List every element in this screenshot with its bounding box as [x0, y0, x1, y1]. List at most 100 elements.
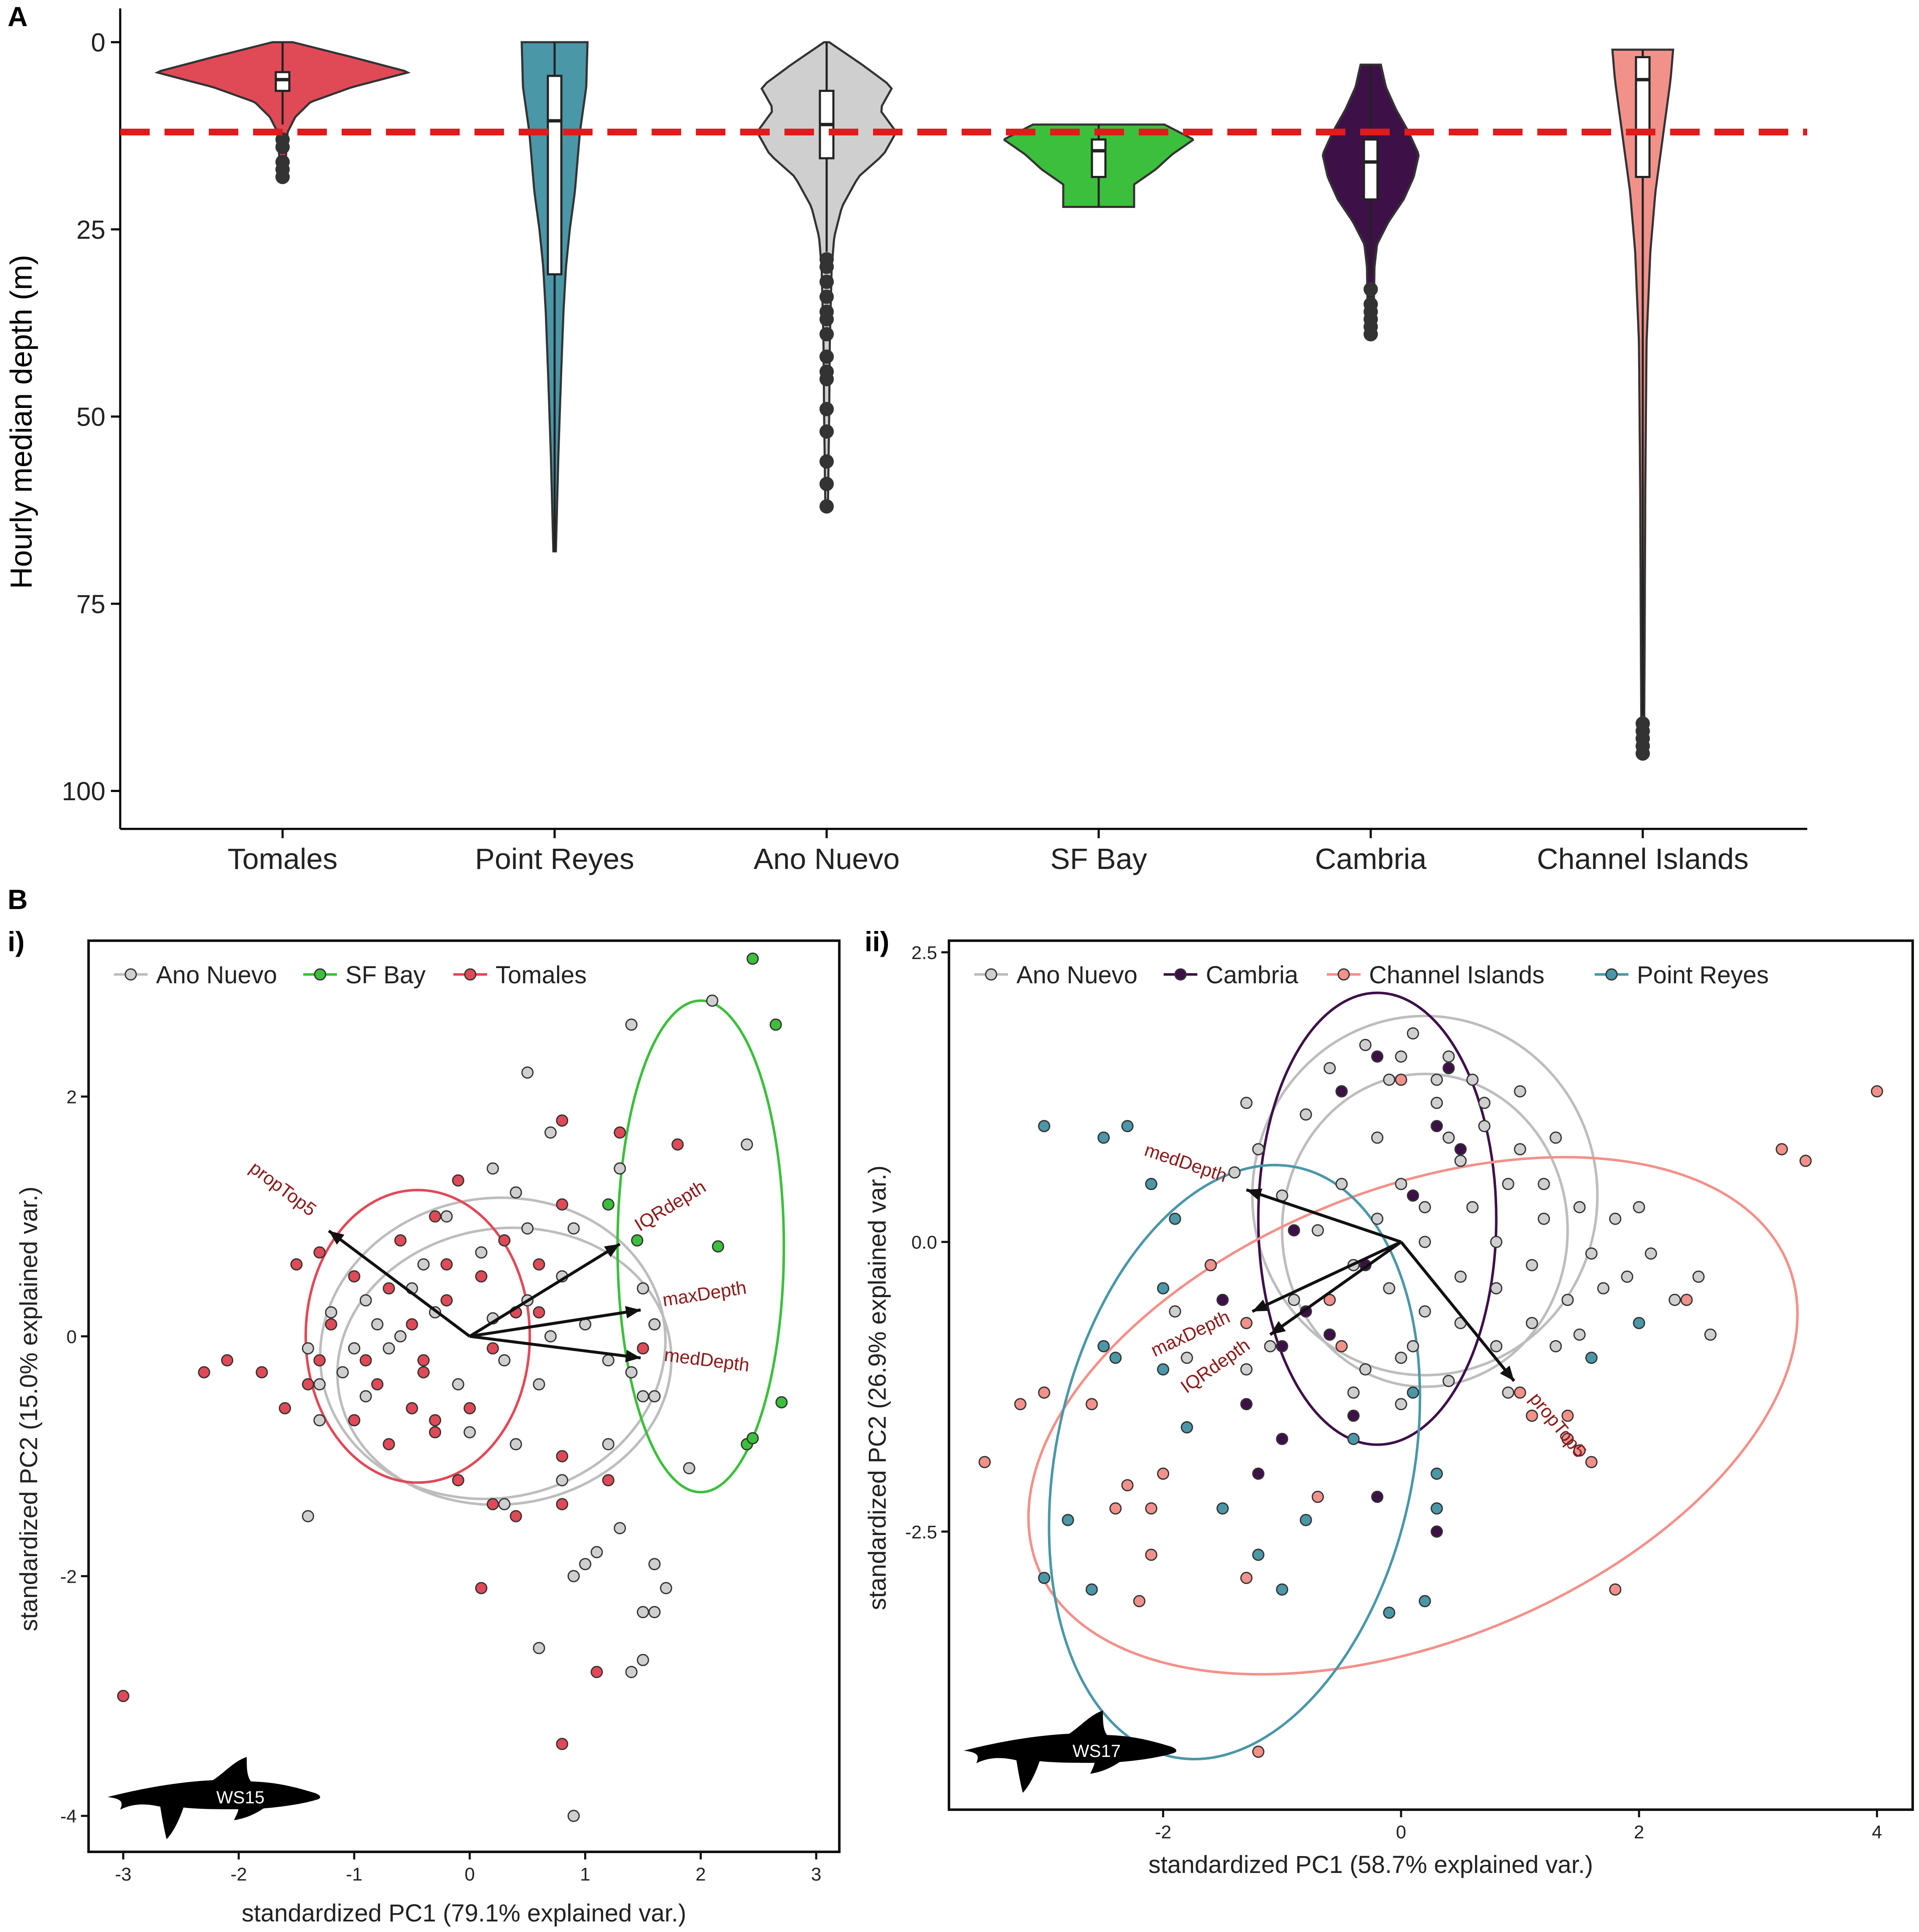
- point-cambria: [1276, 1433, 1288, 1445]
- point-ano-nuevo: [1490, 1236, 1503, 1248]
- point-ano-nuevo: [1418, 1236, 1431, 1248]
- loading-arrow-iqrdepth: [1269, 1241, 1402, 1336]
- violin-x-tick-label-tomales: Tomales: [228, 842, 338, 875]
- point-tomales: [348, 1270, 361, 1283]
- panel-label-b: B: [8, 884, 28, 915]
- loading-arrowhead-meddepth: [1246, 1188, 1263, 1201]
- x-tick-label: 2: [1634, 1822, 1644, 1843]
- point-ano-nuevo: [533, 1378, 545, 1391]
- point-channel-islands: [978, 1456, 991, 1468]
- point-ano-nuevo: [544, 1330, 557, 1343]
- point-tomales: [348, 1414, 361, 1427]
- point-point-reyes: [1383, 1606, 1396, 1619]
- point-channel-islands: [1312, 1490, 1324, 1503]
- point-ano-nuevo: [1704, 1328, 1717, 1341]
- point-ano-nuevo: [706, 994, 719, 1007]
- panel-label-a: A: [8, 1, 28, 32]
- legend-key-point-point-reyes: [1605, 968, 1618, 981]
- point-ano-nuevo: [1454, 1271, 1467, 1283]
- point-ano-nuevo: [1466, 1201, 1479, 1214]
- pca-ws17-legend: Ano Nuevo Cambria Channel Islands Point Rey…: [974, 961, 1769, 989]
- point-channel-islands: [1157, 1467, 1170, 1480]
- point-point-reyes: [1633, 1317, 1645, 1329]
- point-ano-nuevo: [464, 1426, 476, 1438]
- point-sf-bay: [631, 1234, 644, 1247]
- point-tomales: [440, 1258, 453, 1271]
- point-ano-nuevo: [1312, 1224, 1324, 1237]
- loading-arrow-proptop5: [328, 1229, 471, 1338]
- point-channel-islands: [1240, 1572, 1253, 1584]
- y-tick-label: 0.0: [911, 1232, 937, 1253]
- point-ano-nuevo: [1573, 1328, 1586, 1341]
- point-ano-nuevo: [302, 1342, 314, 1355]
- point-tomales: [533, 1258, 545, 1271]
- point-ano-nuevo: [336, 1366, 349, 1379]
- violin-box-tomales: [275, 71, 291, 92]
- point-ano-nuevo: [1633, 1201, 1645, 1214]
- point-ano-nuevo: [1359, 1363, 1372, 1376]
- point-ano-nuevo: [1240, 1097, 1253, 1109]
- point-point-reyes: [1157, 1363, 1170, 1376]
- loading-arrowhead-iqrdepth: [604, 1244, 620, 1257]
- point-ano-nuevo: [371, 1318, 384, 1330]
- point-ano-nuevo: [1347, 1386, 1360, 1399]
- point-ano-nuevo: [1490, 1282, 1503, 1295]
- shark-silhouette-icon: WS17: [964, 1711, 1177, 1793]
- plot-frame: [87, 939, 841, 1853]
- point-cambria: [1347, 1409, 1360, 1422]
- point-ano-nuevo: [1454, 1155, 1467, 1167]
- loading-arrow-proptop5: [1400, 1241, 1515, 1382]
- point-cambria: [1288, 1224, 1300, 1237]
- point-point-reyes: [1157, 1282, 1170, 1295]
- point-tomales: [417, 1366, 430, 1379]
- point-tomales: [636, 1342, 649, 1355]
- point-tomales: [359, 1354, 372, 1367]
- x-tick-label: 1: [580, 1864, 590, 1885]
- point-point-reyes: [1431, 1502, 1443, 1515]
- violin-outlier-ano-nuevo: [819, 424, 834, 439]
- point-tomales: [417, 1354, 430, 1367]
- point-tomales: [556, 1198, 569, 1211]
- point-ano-nuevo: [359, 1294, 372, 1307]
- point-tomales: [486, 1498, 499, 1511]
- point-cambria: [1371, 1490, 1384, 1503]
- point-point-reyes: [1145, 1178, 1158, 1190]
- point-point-reyes: [1097, 1131, 1110, 1144]
- point-ano-nuevo: [498, 1354, 511, 1367]
- point-channel-islands: [1680, 1293, 1693, 1306]
- point-ano-nuevo: [302, 1510, 314, 1522]
- violin-outlier-cambria: [1364, 282, 1378, 297]
- point-tomales: [406, 1318, 418, 1330]
- point-ano-nuevo: [1418, 1201, 1431, 1214]
- point-ano-nuevo: [1514, 1085, 1526, 1098]
- plot-frame: [948, 939, 1914, 1811]
- point-ano-nuevo: [509, 1186, 522, 1199]
- point-ano-nuevo: [1288, 1293, 1300, 1306]
- point-ano-nuevo: [1597, 1282, 1610, 1295]
- point-ano-nuevo: [1502, 1386, 1515, 1399]
- point-ano-nuevo: [648, 1390, 661, 1403]
- point-ano-nuevo: [348, 1342, 361, 1355]
- x-tick-label: -1: [346, 1864, 362, 1885]
- point-channel-islands: [1145, 1549, 1158, 1561]
- point-ano-nuevo: [1407, 1340, 1419, 1352]
- point-cambria: [1240, 1398, 1253, 1411]
- violin-outlier-ano-nuevo: [819, 289, 834, 304]
- point-ano-nuevo: [1323, 1062, 1336, 1074]
- point-tomales: [556, 1738, 569, 1750]
- point-tomales: [383, 1282, 395, 1295]
- point-channel-islands: [1145, 1502, 1158, 1515]
- violin-y-tick-label: 0: [91, 28, 105, 57]
- shark-silhouette-icon: WS15: [108, 1757, 321, 1839]
- point-ano-nuevo: [1431, 1097, 1443, 1109]
- point-cambria: [1407, 1189, 1419, 1202]
- point-point-reyes: [1097, 1340, 1110, 1352]
- point-tomales: [198, 1366, 210, 1379]
- point-cambria: [1371, 1050, 1384, 1063]
- point-channel-islands: [1609, 1583, 1622, 1596]
- point-ano-nuevo: [614, 1162, 626, 1175]
- point-channel-islands: [1335, 1340, 1348, 1352]
- loading-arrow-maxdepth: [469, 1308, 641, 1338]
- point-tomales: [556, 1450, 569, 1462]
